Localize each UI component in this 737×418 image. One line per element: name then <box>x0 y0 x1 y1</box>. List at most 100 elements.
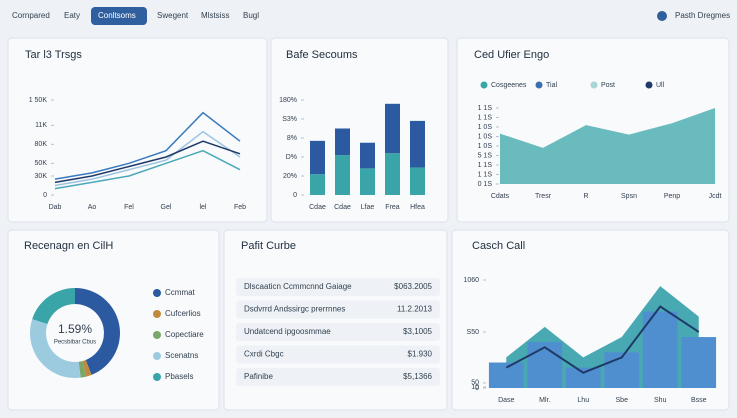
legend-swatch <box>153 352 161 360</box>
bar-segment <box>310 174 325 195</box>
y-tick-label: 20% <box>283 173 297 180</box>
x-tick-label: Lfae <box>361 204 375 211</box>
area <box>500 108 715 184</box>
legend-swatch <box>153 373 161 381</box>
legend-swatch <box>480 81 488 89</box>
chart-title: Ced Ufier Engo <box>474 49 549 61</box>
y-tick-label: 80K <box>35 141 48 148</box>
y-tick-label: 30K <box>35 173 48 180</box>
y-tick-label: 1 1S <box>478 162 493 169</box>
nav-item[interactable]: Mlstsiss <box>201 11 229 20</box>
x-tick-label: Frea <box>385 204 400 211</box>
bar-segment <box>385 103 400 154</box>
donut-center-label: Pecsbibar Cbus <box>54 340 96 346</box>
y-tick-label: 1060 <box>463 277 479 284</box>
legend-swatch <box>535 81 543 89</box>
x-tick-label: lel <box>199 204 206 211</box>
x-tick-label: Dase <box>498 397 514 404</box>
x-tick-label: Dab <box>49 204 62 211</box>
line <box>54 111 241 180</box>
bar-segment <box>410 167 425 195</box>
bar-segment <box>335 128 350 156</box>
x-tick-label: Jcdt <box>709 193 722 200</box>
y-tick-label: 1 1S <box>478 114 493 121</box>
user-name[interactable]: Pasth Dregmes <box>675 11 730 20</box>
legend-label: Pbasels <box>165 372 193 381</box>
table-row <box>236 345 440 364</box>
bar-segment <box>310 140 325 175</box>
bar <box>488 362 524 388</box>
donut-segment <box>29 319 81 379</box>
x-tick-label: R <box>583 193 588 200</box>
table-row <box>236 323 440 341</box>
y-tick-label: 1 0S <box>478 133 493 140</box>
bar <box>565 367 601 388</box>
nav-item[interactable]: Cornpared <box>12 11 50 20</box>
chart-title: Recenagn en CilH <box>24 240 113 252</box>
table-title: Pafit Curbe <box>241 240 296 252</box>
row-value: 11.2.2013 <box>397 305 433 314</box>
legend-swatch <box>645 81 653 89</box>
donut-segment <box>32 288 75 325</box>
legend-label: Tial <box>546 82 557 89</box>
y-tick-label: 1 0S <box>478 124 493 131</box>
line <box>54 149 241 190</box>
line <box>54 140 241 184</box>
row-value: $063.2005 <box>394 282 432 291</box>
row-label: Cxrdi Cbgc <box>244 350 284 359</box>
x-tick-label: Cdae <box>309 204 326 211</box>
legend-label: Scenatns <box>165 351 198 360</box>
user-icon <box>657 11 667 21</box>
bar-segment <box>410 120 425 168</box>
row-value: $3,1005 <box>403 327 432 336</box>
donut-segment <box>78 361 87 378</box>
line <box>54 130 241 187</box>
donut-segment <box>75 288 121 375</box>
chart-title: Tar l3 Trsgs <box>25 49 82 61</box>
donut-center-value: 1.59% <box>58 322 92 336</box>
x-tick-label: Fel <box>124 204 134 211</box>
bar <box>527 342 563 388</box>
y-tick-label: 10 <box>471 384 479 391</box>
y-tick-label: 180% <box>279 97 297 104</box>
legend-swatch <box>153 289 161 297</box>
donut-segment <box>82 359 92 377</box>
bar <box>642 311 678 388</box>
y-tick-label: 0 <box>293 192 297 199</box>
y-tick-label: 1 50K <box>29 97 48 104</box>
nav-item[interactable]: Eaty <box>64 11 80 20</box>
legend-swatch <box>590 81 598 89</box>
row-label: Dlscaaticn Ccmmcnnd Gaiage <box>244 282 352 291</box>
bar-segment <box>360 142 375 169</box>
legend-label: Copectiare <box>165 330 204 339</box>
y-tick-label: 8% <box>287 135 297 142</box>
x-tick-label: Ao <box>88 204 97 211</box>
chart-title: Bafe Secoums <box>286 49 358 61</box>
x-tick-label: Cdae <box>334 204 351 211</box>
table-row <box>236 278 440 296</box>
table-row <box>236 300 440 319</box>
legend-label: Post <box>601 82 615 89</box>
row-label: Undatcend ipgoosmmae <box>244 327 331 336</box>
y-tick-label: D% <box>286 154 297 161</box>
x-tick-label: Penp <box>664 193 680 200</box>
bar-segment <box>360 168 375 195</box>
x-tick-label: Hfea <box>410 204 425 211</box>
nav-item[interactable]: Swegent <box>157 11 189 20</box>
legend-swatch <box>153 310 161 318</box>
legend-label: Cufcerlios <box>165 309 201 318</box>
legend-label: Ccmmat <box>165 288 196 297</box>
nav-item[interactable]: Conltsoms <box>98 11 136 20</box>
nav-item[interactable]: Bugl <box>243 11 259 20</box>
y-tick-label: 11K <box>35 122 47 129</box>
y-tick-label: 50 <box>471 380 479 387</box>
y-tick-label: 0 1S <box>478 181 493 188</box>
y-tick-label: S3% <box>282 116 297 123</box>
y-tick-label: 0 <box>43 192 47 199</box>
chart-title: Casch Call <box>472 240 525 252</box>
x-tick-label: Sbe <box>616 397 629 404</box>
legend-label: Ull <box>656 82 665 89</box>
legend-swatch <box>153 331 161 339</box>
x-tick-label: Feb <box>234 204 246 211</box>
